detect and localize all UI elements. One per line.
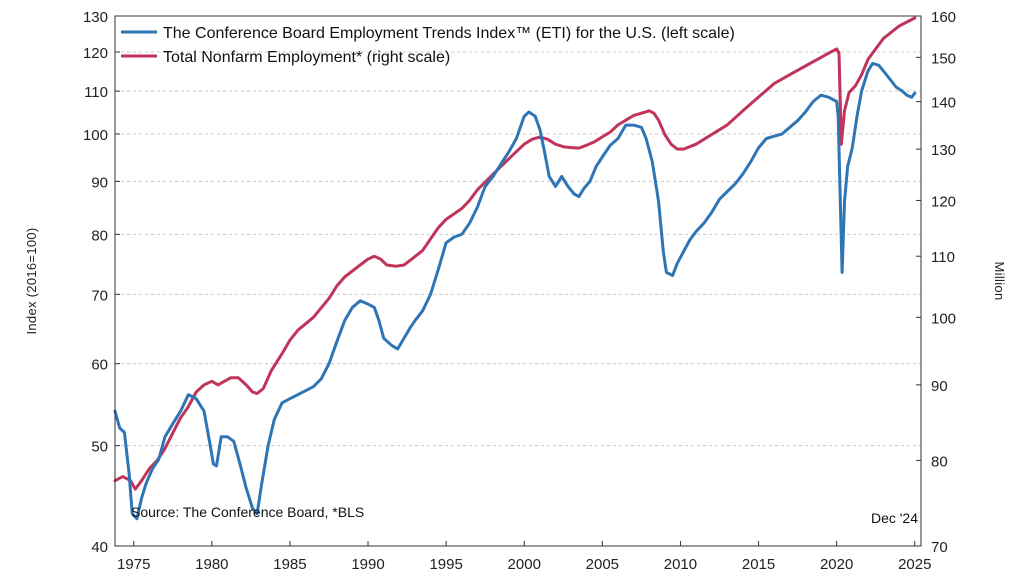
right-tick-label: 150 bbox=[931, 50, 956, 67]
left-tick-label: 40 bbox=[91, 539, 108, 556]
left-tick-label: 130 bbox=[83, 9, 108, 26]
right-tick-label: 90 bbox=[931, 378, 948, 395]
x-tick-label: 1985 bbox=[273, 556, 306, 573]
left-tick-label: 80 bbox=[91, 227, 108, 244]
right-tick-label: 140 bbox=[931, 95, 956, 112]
grid bbox=[115, 51, 921, 447]
date-note: Dec '24 bbox=[871, 510, 918, 526]
right-tick-label: 160 bbox=[931, 9, 956, 26]
source-note: Source: The Conference Board, *BLS bbox=[131, 504, 364, 520]
left-tick-label: 100 bbox=[83, 127, 108, 144]
x-tick-label: 1980 bbox=[195, 556, 228, 573]
legend-label-employment: Total Nonfarm Employment* (right scale) bbox=[163, 49, 450, 66]
right-tick-label: 100 bbox=[931, 310, 956, 327]
x-tick-label: 2020 bbox=[820, 556, 853, 573]
right-axis: 70 80 90 100 110 120 130 140 150 160 bbox=[916, 9, 956, 556]
plot-frame bbox=[114, 15, 922, 547]
left-axis: 40 50 60 70 80 90 100 110 120 130 bbox=[83, 9, 120, 556]
x-tick-label: 2000 bbox=[508, 556, 541, 573]
left-tick-label: 90 bbox=[91, 174, 108, 191]
left-tick-label: 70 bbox=[91, 287, 108, 304]
x-tick-label: 1990 bbox=[351, 556, 384, 573]
left-tick-label: 120 bbox=[83, 45, 108, 62]
x-tick-label: 1975 bbox=[117, 556, 150, 573]
left-tick-label: 60 bbox=[91, 357, 108, 374]
right-tick-label: 70 bbox=[931, 539, 948, 556]
eti-line bbox=[113, 61, 917, 521]
nonfarm-employment-line bbox=[113, 16, 917, 491]
x-tick-label: 2010 bbox=[664, 556, 697, 573]
right-tick-label: 80 bbox=[931, 453, 948, 470]
legend: The Conference Board Employment Trends I… bbox=[121, 25, 735, 66]
right-axis-title: Million bbox=[992, 262, 1007, 301]
x-axis: 1975 1980 1985 1990 1995 2000 2005 2010 2015 2020… bbox=[117, 541, 931, 573]
x-tick-label: 1995 bbox=[429, 556, 462, 573]
left-axis-title: Index (2016=100) bbox=[24, 227, 39, 334]
right-tick-label: 110 bbox=[931, 249, 955, 266]
series-lines bbox=[113, 16, 917, 521]
x-tick-label: 2015 bbox=[742, 556, 775, 573]
right-tick-label: 120 bbox=[931, 193, 956, 210]
left-tick-label: 50 bbox=[91, 439, 108, 456]
left-tick-label: 110 bbox=[84, 84, 108, 101]
x-tick-label: 2025 bbox=[898, 556, 931, 573]
x-tick-label: 2005 bbox=[586, 556, 619, 573]
right-tick-label: 130 bbox=[931, 142, 956, 159]
legend-label-eti: The Conference Board Employment Trends I… bbox=[163, 25, 735, 42]
